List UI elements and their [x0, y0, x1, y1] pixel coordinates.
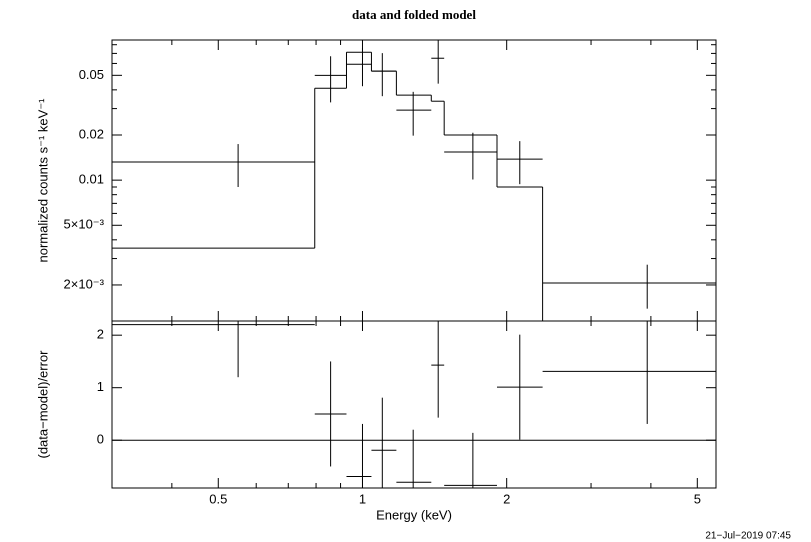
timestamp: 21−Jul−2019 07:45 [705, 531, 791, 542]
x-tick-label: 5 [694, 491, 701, 506]
x-axis-title: Energy (keV) [376, 507, 452, 522]
frame [111, 320, 717, 489]
y-tick-label: 5×10⁻³ [64, 217, 105, 232]
y-axis-title: normalized counts s⁻¹ keV⁻¹ [35, 98, 50, 263]
y-tick-label: 0.05 [79, 67, 104, 82]
x-tick-label: 0.5 [209, 491, 227, 506]
y-tick-label: 0 [97, 432, 104, 447]
y-tick-label: 0.02 [79, 126, 104, 141]
y-tick-label: 1 [97, 379, 104, 394]
y-tick-label: 0.01 [79, 172, 104, 187]
chart-title: data and folded model [352, 7, 476, 22]
y-tick-label: 2×10⁻³ [64, 276, 105, 291]
x-tick-label: 2 [503, 491, 510, 506]
y-tick-label: 2 [97, 327, 104, 342]
plot-area [112, 40, 716, 321]
frame [111, 39, 717, 322]
plot-area [112, 321, 716, 488]
y-axis-title: (data−model)/error [35, 350, 50, 459]
x-tick-label: 1 [359, 491, 366, 506]
